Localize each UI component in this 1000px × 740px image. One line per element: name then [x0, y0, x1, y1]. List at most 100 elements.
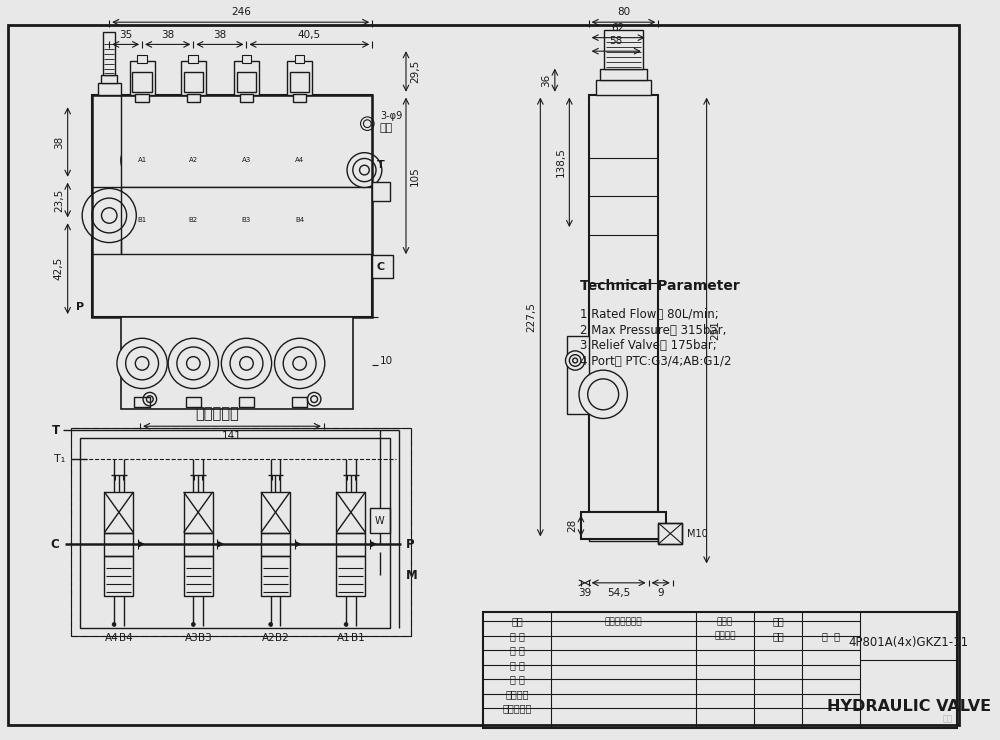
Bar — [103, 32, 115, 75]
Bar — [336, 533, 365, 556]
Bar — [261, 533, 290, 556]
Text: 图样标记: 图样标记 — [714, 631, 736, 641]
Text: 转印: 转印 — [942, 714, 952, 723]
Text: 54,5: 54,5 — [607, 588, 630, 598]
Text: A2: A2 — [189, 158, 198, 164]
Bar — [184, 556, 213, 596]
Text: 重量: 重量 — [772, 631, 784, 641]
Text: 更改人: 更改人 — [717, 617, 733, 626]
Bar — [240, 94, 253, 102]
Text: 42,5: 42,5 — [54, 257, 64, 280]
Bar — [372, 182, 390, 201]
Text: 28: 28 — [567, 519, 577, 532]
Text: 141: 141 — [222, 431, 242, 441]
Text: 35: 35 — [119, 30, 132, 39]
Text: 更改内容或依据: 更改内容或依据 — [605, 617, 642, 626]
Text: 10: 10 — [380, 355, 393, 366]
Text: 工艺检查: 工艺检查 — [505, 689, 529, 699]
Bar — [137, 55, 147, 63]
Circle shape — [117, 338, 167, 388]
Bar — [104, 492, 133, 533]
Text: 标记: 标记 — [511, 616, 523, 627]
Bar — [292, 397, 307, 407]
Text: HYDRAULIC VALVE: HYDRAULIC VALVE — [827, 699, 991, 714]
Circle shape — [275, 338, 325, 388]
Text: 2.Max Pressure： 315bar,: 2.Max Pressure： 315bar, — [580, 324, 726, 337]
Bar — [237, 73, 256, 92]
Text: M10: M10 — [687, 528, 708, 539]
Bar — [134, 397, 150, 407]
Circle shape — [347, 152, 382, 187]
Bar — [239, 397, 254, 407]
Bar — [130, 61, 155, 95]
Text: 3-φ9: 3-φ9 — [380, 111, 402, 121]
Text: 246: 246 — [231, 7, 251, 17]
Bar — [135, 94, 149, 102]
Text: A1: A1 — [337, 633, 351, 643]
Text: B2: B2 — [189, 218, 198, 223]
Text: A3: A3 — [185, 633, 198, 643]
Bar — [372, 255, 393, 278]
Text: T₁: T₁ — [54, 454, 66, 464]
Bar — [242, 55, 251, 63]
Text: 251: 251 — [710, 320, 720, 340]
Bar — [658, 523, 682, 544]
Bar — [589, 512, 658, 541]
Text: P: P — [76, 302, 84, 312]
Text: B4: B4 — [295, 218, 304, 223]
Bar — [101, 75, 117, 83]
Bar — [92, 95, 372, 317]
Circle shape — [344, 622, 348, 626]
Text: B2: B2 — [275, 633, 289, 643]
Bar — [581, 512, 666, 539]
Bar — [132, 73, 152, 92]
Text: 通孔: 通孔 — [380, 123, 393, 132]
Bar — [336, 556, 365, 596]
Bar — [184, 73, 203, 92]
Bar — [295, 55, 304, 63]
Text: 描 图: 描 图 — [510, 660, 525, 670]
Bar — [71, 428, 411, 636]
Text: 62: 62 — [612, 23, 625, 33]
Circle shape — [172, 199, 215, 241]
Bar — [187, 94, 200, 102]
Circle shape — [168, 338, 218, 388]
Bar — [290, 73, 309, 92]
Text: 58: 58 — [610, 36, 623, 47]
Text: B1: B1 — [351, 633, 365, 643]
Bar — [589, 95, 658, 512]
Bar — [483, 612, 957, 728]
Text: A4: A4 — [105, 633, 119, 643]
Text: M: M — [406, 568, 418, 582]
Circle shape — [82, 189, 136, 243]
Text: 1.Rated Flow： 80L/min;: 1.Rated Flow： 80L/min; — [580, 309, 719, 321]
Text: 38: 38 — [54, 135, 64, 149]
Circle shape — [278, 139, 321, 182]
Text: T: T — [377, 161, 385, 170]
Bar — [293, 94, 306, 102]
Circle shape — [278, 199, 321, 241]
Bar — [188, 55, 198, 63]
Circle shape — [172, 139, 215, 182]
Text: B4: B4 — [119, 633, 133, 643]
Bar — [261, 556, 290, 596]
Text: 3.Relief Valve： 175bar;: 3.Relief Valve： 175bar; — [580, 339, 717, 352]
Text: C: C — [377, 262, 385, 272]
Circle shape — [565, 351, 585, 370]
Text: Technical Parameter: Technical Parameter — [580, 279, 740, 293]
Text: 138,5: 138,5 — [555, 147, 565, 178]
Bar — [261, 492, 290, 533]
Bar — [104, 533, 133, 556]
Text: W: W — [375, 516, 385, 526]
Bar — [184, 492, 213, 533]
Text: 9: 9 — [657, 588, 664, 598]
Circle shape — [225, 139, 268, 182]
Text: 4P801A(4x)GKZ1-11: 4P801A(4x)GKZ1-11 — [849, 636, 969, 649]
Bar — [370, 508, 390, 533]
Text: P: P — [406, 538, 415, 551]
Text: 23,5: 23,5 — [54, 189, 64, 212]
Bar — [121, 317, 353, 408]
Text: 设 计: 设 计 — [510, 631, 525, 641]
Bar — [71, 428, 411, 636]
Circle shape — [121, 139, 163, 182]
